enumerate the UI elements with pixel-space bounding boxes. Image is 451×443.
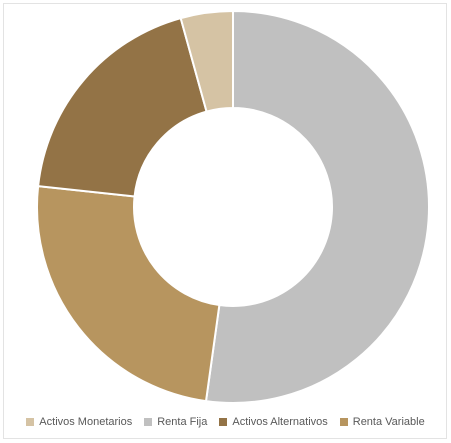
legend-swatch-activos-monetarios (26, 418, 35, 426)
legend-label-activos-monetarios: Activos Monetarios (39, 416, 133, 428)
legend-item-renta-variable[interactable]: Renta Variable (339, 416, 425, 428)
slice-activos-monetarios[interactable] (179, 9, 234, 113)
slice-renta-fija[interactable] (204, 9, 430, 404)
slice-activos-alternativos[interactable] (37, 16, 208, 198)
legend-swatch-renta-variable (339, 418, 348, 426)
chart-legend: Activos Monetarios Renta Fija Activos Al… (0, 416, 451, 428)
donut-slices (36, 9, 430, 404)
legend-swatch-activos-alternativos (219, 418, 228, 426)
legend-label-renta-variable: Renta Variable (352, 416, 425, 428)
legend-swatch-renta-fija (144, 418, 153, 426)
legend-item-activos-alternativos[interactable]: Activos Alternativos (219, 416, 328, 428)
legend-item-renta-fija[interactable]: Renta Fija (144, 416, 207, 428)
legend-label-activos-alternativos: Activos Alternativos (232, 416, 328, 428)
chart-frame (3, 3, 447, 439)
legend-item-activos-monetarios[interactable]: Activos Monetarios (26, 416, 132, 428)
slice-renta-variable[interactable] (36, 185, 221, 403)
legend-label-renta-fija: Renta Fija (157, 416, 208, 428)
